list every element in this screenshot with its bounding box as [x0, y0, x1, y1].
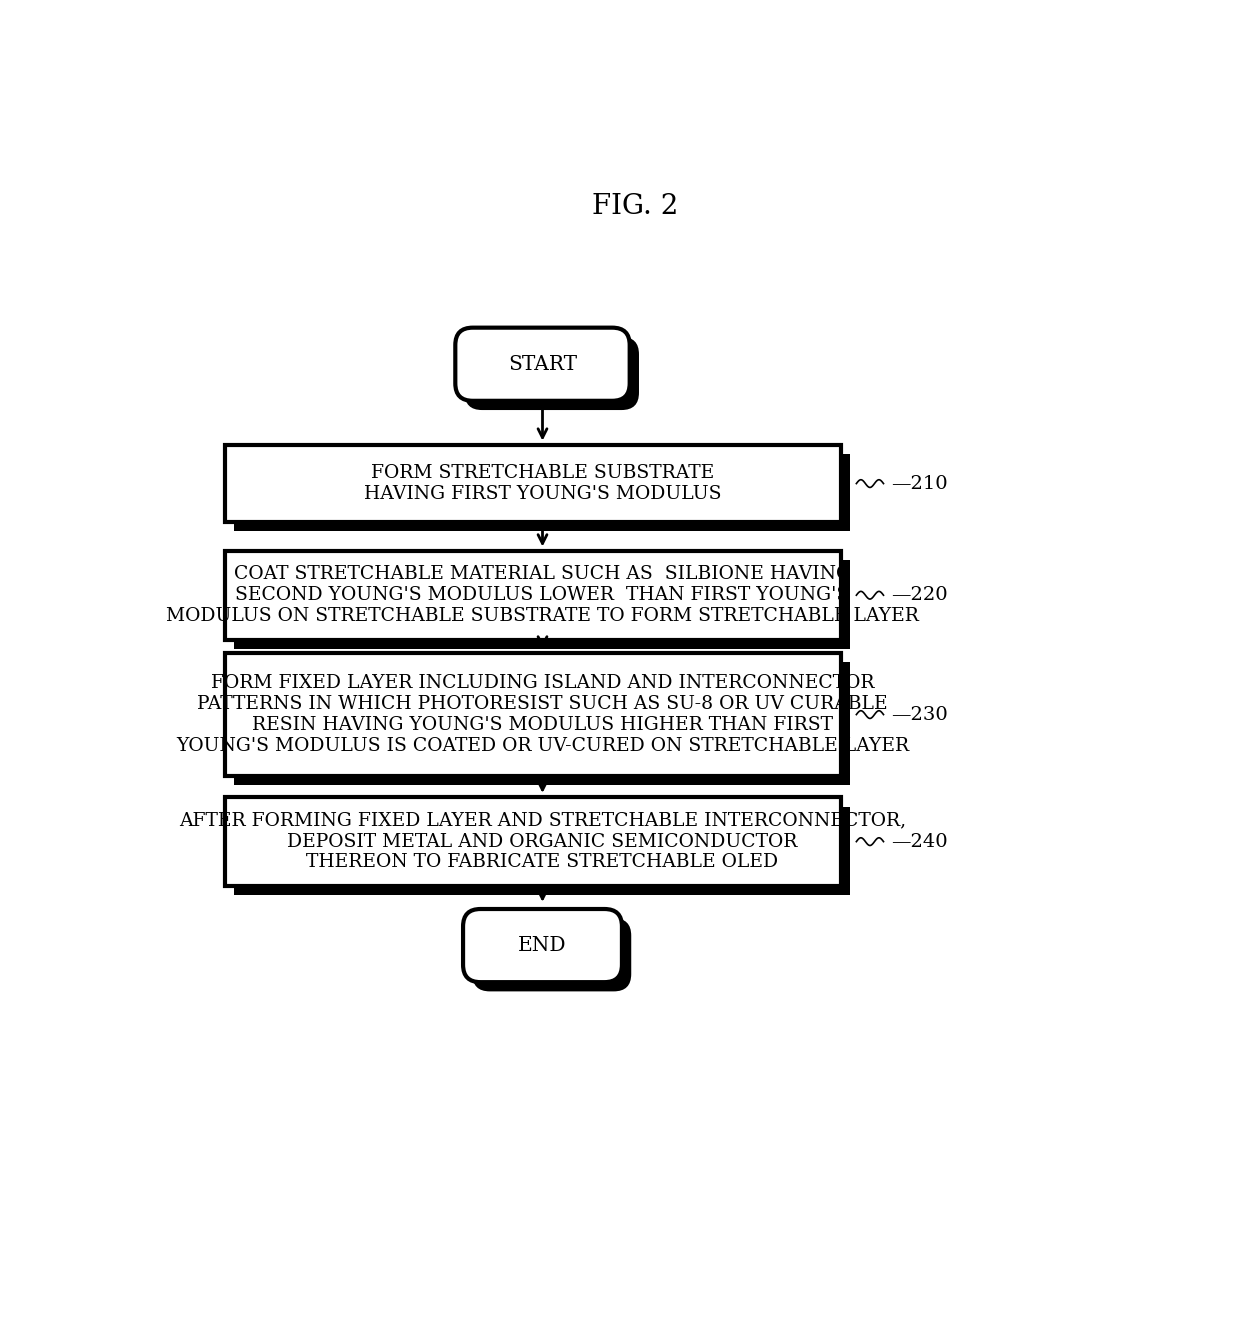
Text: —220: —220: [892, 586, 947, 604]
Bar: [234, 662, 851, 785]
Text: FORM STRETCHABLE SUBSTRATE
HAVING FIRST YOUNG'S MODULUS: FORM STRETCHABLE SUBSTRATE HAVING FIRST …: [363, 464, 722, 502]
Text: COAT STRETCHABLE MATERIAL SUCH AS  SILBIONE HAVING
SECOND YOUNG'S MODULUS LOWER : COAT STRETCHABLE MATERIAL SUCH AS SILBIO…: [166, 566, 919, 625]
Text: —210: —210: [892, 475, 947, 493]
Text: AFTER FORMING FIXED LAYER AND STRETCHABLE INTERCONNECTOR,
DEPOSIT METAL AND ORGA: AFTER FORMING FIXED LAYER AND STRETCHABL…: [179, 812, 906, 871]
Bar: [224, 446, 841, 522]
Text: FORM FIXED LAYER INCLUDING ISLAND AND INTERCONNECTOR
PATTERNS IN WHICH PHOTORESI: FORM FIXED LAYER INCLUDING ISLAND AND IN…: [176, 674, 909, 755]
Bar: [234, 455, 851, 531]
FancyBboxPatch shape: [472, 919, 631, 992]
Text: —230: —230: [892, 706, 949, 723]
Bar: [234, 806, 851, 895]
Text: —240: —240: [892, 833, 947, 850]
Text: END: END: [518, 936, 567, 954]
FancyBboxPatch shape: [465, 337, 639, 410]
Bar: [224, 653, 841, 776]
Text: START: START: [508, 354, 577, 374]
Bar: [224, 797, 841, 886]
Text: FIG. 2: FIG. 2: [593, 193, 678, 219]
FancyBboxPatch shape: [463, 910, 622, 982]
Bar: [234, 561, 851, 649]
Bar: [224, 551, 841, 640]
FancyBboxPatch shape: [455, 328, 630, 401]
